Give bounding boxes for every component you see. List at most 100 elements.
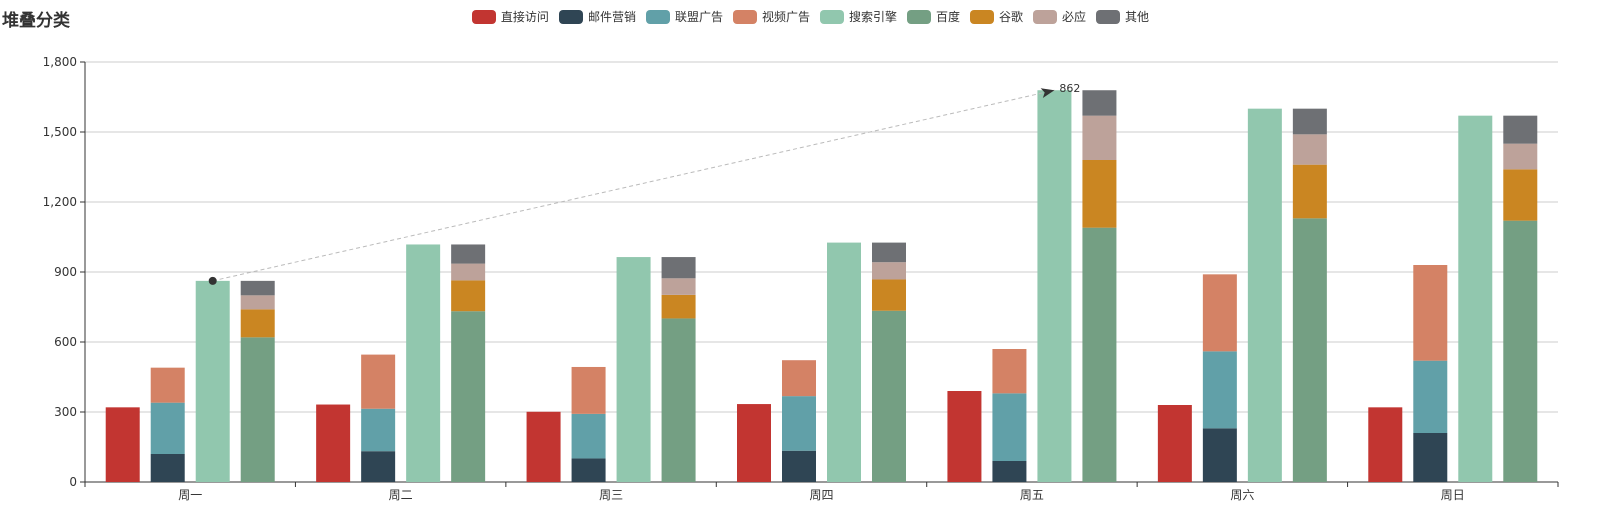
bar-segment[interactable] (451, 311, 486, 482)
bar-segment[interactable] (782, 360, 816, 397)
legend-label: 其他 (1125, 10, 1150, 24)
x-tick-label: 周四 (809, 488, 833, 502)
bar-segment[interactable] (992, 349, 1027, 394)
bar-segment[interactable] (316, 404, 351, 482)
bar-segment[interactable] (1247, 108, 1282, 483)
mark-line (212, 89, 1055, 282)
bar-segment[interactable] (782, 450, 816, 482)
bar-segment[interactable] (992, 393, 1027, 461)
bar-segment[interactable] (1292, 218, 1327, 483)
legend-item[interactable]: 视频广告 (732, 8, 810, 25)
bar-segment[interactable] (1292, 108, 1327, 135)
legend-item[interactable]: 直接访问 (471, 8, 549, 25)
legend-label: 视频广告 (761, 10, 810, 24)
bar-segment[interactable] (195, 280, 230, 482)
bar-segment[interactable] (240, 295, 275, 310)
bar-segment[interactable] (872, 310, 906, 482)
bar-segment[interactable] (992, 461, 1027, 482)
bar-segment[interactable] (406, 244, 441, 482)
legend-swatch (970, 9, 995, 24)
mark-line-label: 862 (1059, 82, 1080, 95)
legend-item[interactable]: 联盟广告 (645, 8, 723, 25)
y-tick-label: 1,200 (43, 195, 77, 209)
legend-item[interactable]: 邮件营销 (558, 8, 636, 25)
legend-swatch (732, 9, 757, 24)
bar-segment[interactable] (361, 408, 396, 452)
bar-segment[interactable] (361, 354, 396, 409)
legend-item[interactable]: 搜索引擎 (819, 8, 897, 25)
bar-segment[interactable] (1368, 407, 1403, 482)
bar-segment[interactable] (1503, 143, 1538, 170)
bar-segment[interactable] (1082, 160, 1117, 228)
x-tick-label: 周三 (599, 488, 623, 502)
bar-segment[interactable] (105, 407, 140, 482)
bar-segment[interactable] (1202, 351, 1237, 429)
bar-segment[interactable] (240, 309, 275, 338)
bar-segment[interactable] (1082, 90, 1117, 116)
bar-segment[interactable] (1202, 274, 1237, 352)
bar-segment[interactable] (661, 318, 696, 482)
mark-line-start (208, 276, 217, 285)
bar-segment[interactable] (361, 451, 396, 482)
bar-segment[interactable] (571, 366, 606, 414)
legend-label: 谷歌 (999, 10, 1024, 24)
bar-segment[interactable] (451, 280, 486, 312)
legend-swatch (1033, 9, 1058, 24)
bar-segment[interactable] (661, 294, 696, 319)
bar-segment[interactable] (737, 404, 771, 482)
legend-swatch (558, 9, 583, 24)
y-tick-label: 1,500 (43, 125, 77, 139)
legend-label: 必应 (1062, 10, 1087, 24)
bar-segment[interactable] (616, 257, 651, 482)
bar-segment[interactable] (240, 337, 275, 482)
bar-segment[interactable] (872, 279, 906, 311)
bar-segment[interactable] (782, 396, 816, 451)
bar-segment[interactable] (661, 257, 696, 279)
bar-segment[interactable] (1413, 360, 1448, 433)
bar-segment[interactable] (240, 280, 275, 296)
x-tick-label: 周五 (1020, 488, 1044, 502)
legend-swatch (819, 9, 844, 24)
legend-label: 直接访问 (500, 10, 549, 24)
bar-segment[interactable] (1292, 134, 1327, 165)
legend-item[interactable]: 必应 (1033, 8, 1086, 25)
bar-segment[interactable] (451, 244, 486, 264)
legend-swatch (471, 9, 496, 24)
bar-segment[interactable] (1413, 265, 1448, 361)
x-tick-label: 周一 (178, 488, 202, 502)
legend-swatch (1096, 9, 1121, 24)
bar-segment[interactable] (1082, 227, 1117, 482)
bar-segment[interactable] (571, 413, 606, 459)
bar-segment[interactable] (1292, 164, 1327, 219)
y-tick-label: 900 (54, 265, 77, 279)
bar-segment[interactable] (1503, 169, 1538, 221)
legend-swatch (645, 9, 670, 24)
bar-segment[interactable] (1157, 405, 1192, 482)
bar-segment[interactable] (1037, 90, 1072, 482)
bar-segment[interactable] (1413, 433, 1448, 482)
bar-segment[interactable] (872, 262, 906, 280)
mark-line-arrow (1040, 88, 1055, 98)
legend-item[interactable]: 百度 (907, 8, 960, 25)
bar-segment[interactable] (827, 242, 861, 482)
bar-segment[interactable] (150, 454, 185, 482)
bar-segment[interactable] (1202, 428, 1237, 482)
legend-item[interactable]: 其他 (1096, 8, 1149, 25)
legend-label: 百度 (936, 10, 961, 24)
bar-segment[interactable] (150, 367, 185, 403)
legend-item[interactable]: 谷歌 (970, 8, 1023, 25)
bar-segment[interactable] (947, 391, 982, 482)
bar-segment[interactable] (661, 278, 696, 295)
legend-label: 联盟广告 (674, 10, 723, 24)
bar-segment[interactable] (1082, 115, 1117, 160)
bar-segment[interactable] (451, 263, 486, 281)
bar-segment[interactable] (1503, 115, 1538, 144)
bar-segment[interactable] (526, 411, 561, 482)
x-tick-label: 周二 (389, 488, 413, 502)
bar-segment[interactable] (571, 458, 606, 482)
bar-segment[interactable] (1458, 115, 1493, 483)
chart-title: 堆叠分类 (2, 11, 70, 31)
bar-segment[interactable] (872, 242, 906, 263)
bar-segment[interactable] (150, 402, 185, 454)
bar-segment[interactable] (1503, 220, 1538, 482)
